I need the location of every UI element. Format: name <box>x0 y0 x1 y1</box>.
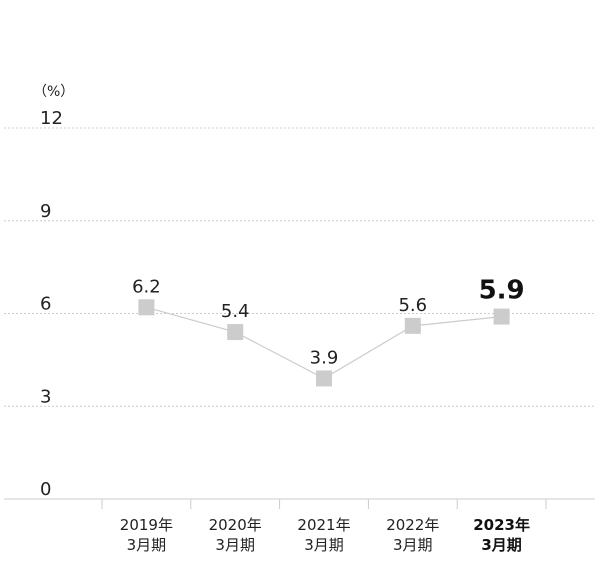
x-axis: 2019年 3月期 2020年 3月期 2021年 3月期 2022年 3月期 2023年 3月期 <box>4 498 595 554</box>
x-tick-label: 2021年 <box>297 516 350 534</box>
data-labels: 6.2 5.4 3.9 5.6 5.9 <box>132 276 525 369</box>
y-tick-label: 0 <box>40 479 51 500</box>
y-tick-label: 6 <box>40 294 51 315</box>
data-label: 6.2 <box>132 276 161 297</box>
x-tick-label: 3月期 <box>304 536 344 554</box>
data-label: 5.9 <box>479 276 525 306</box>
x-tick-label: 2019年 <box>120 516 173 534</box>
x-tick-label: 2020年 <box>209 516 262 534</box>
data-label: 5.6 <box>398 295 427 316</box>
series-profit-margin <box>138 299 510 387</box>
y-tick-label: 3 <box>40 386 51 407</box>
data-point <box>404 317 421 334</box>
gridlines <box>4 127 595 407</box>
data-point <box>138 299 155 316</box>
y-axis-tick-labels: 0 3 6 9 12 <box>40 108 63 500</box>
y-tick-label: 12 <box>40 108 63 129</box>
data-point <box>493 308 510 325</box>
data-label: 3.9 <box>310 347 339 368</box>
x-tick-label: 3月期 <box>127 536 167 554</box>
x-tick-label: 2023年 <box>473 516 530 534</box>
y-axis-unit-label: （%） <box>33 84 74 100</box>
data-label: 5.4 <box>221 301 250 322</box>
data-point <box>227 324 244 341</box>
x-tick-label: 3月期 <box>215 536 255 554</box>
x-tick-label: 3月期 <box>393 536 433 554</box>
data-point <box>316 370 332 387</box>
y-tick-label: 9 <box>40 201 51 222</box>
x-tick-label: 2022年 <box>386 516 439 534</box>
x-tick-label: 3月期 <box>481 536 521 554</box>
